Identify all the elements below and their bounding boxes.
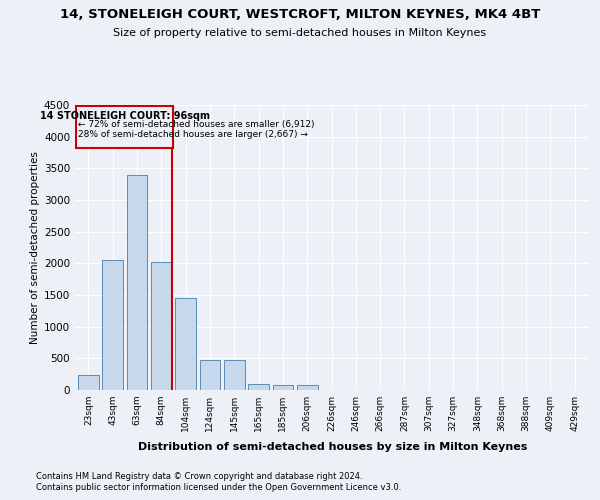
Bar [103, 260, 123, 390]
Bar [200, 360, 220, 390]
Bar [127, 174, 148, 390]
Bar [151, 262, 172, 390]
Text: 14, STONELEIGH COURT, WESTCROFT, MILTON KEYNES, MK4 4BT: 14, STONELEIGH COURT, WESTCROFT, MILTON … [60, 8, 540, 20]
Bar [297, 385, 317, 390]
Text: ← 72% of semi-detached houses are smaller (6,912): ← 72% of semi-detached houses are smalle… [78, 120, 314, 129]
Text: Contains public sector information licensed under the Open Government Licence v3: Contains public sector information licen… [36, 483, 401, 492]
Text: Contains HM Land Registry data © Crown copyright and database right 2024.: Contains HM Land Registry data © Crown c… [36, 472, 362, 481]
Text: 14 STONELEIGH COURT: 96sqm: 14 STONELEIGH COURT: 96sqm [40, 110, 210, 120]
Y-axis label: Number of semi-detached properties: Number of semi-detached properties [30, 151, 40, 344]
Bar [175, 298, 196, 390]
Text: 28% of semi-detached houses are larger (2,667) →: 28% of semi-detached houses are larger (… [78, 130, 308, 138]
Text: Size of property relative to semi-detached houses in Milton Keynes: Size of property relative to semi-detach… [113, 28, 487, 38]
Bar [272, 385, 293, 390]
Bar [78, 376, 99, 390]
Bar [248, 384, 269, 390]
FancyBboxPatch shape [76, 106, 173, 148]
Text: Distribution of semi-detached houses by size in Milton Keynes: Distribution of semi-detached houses by … [139, 442, 527, 452]
Bar [224, 360, 245, 390]
